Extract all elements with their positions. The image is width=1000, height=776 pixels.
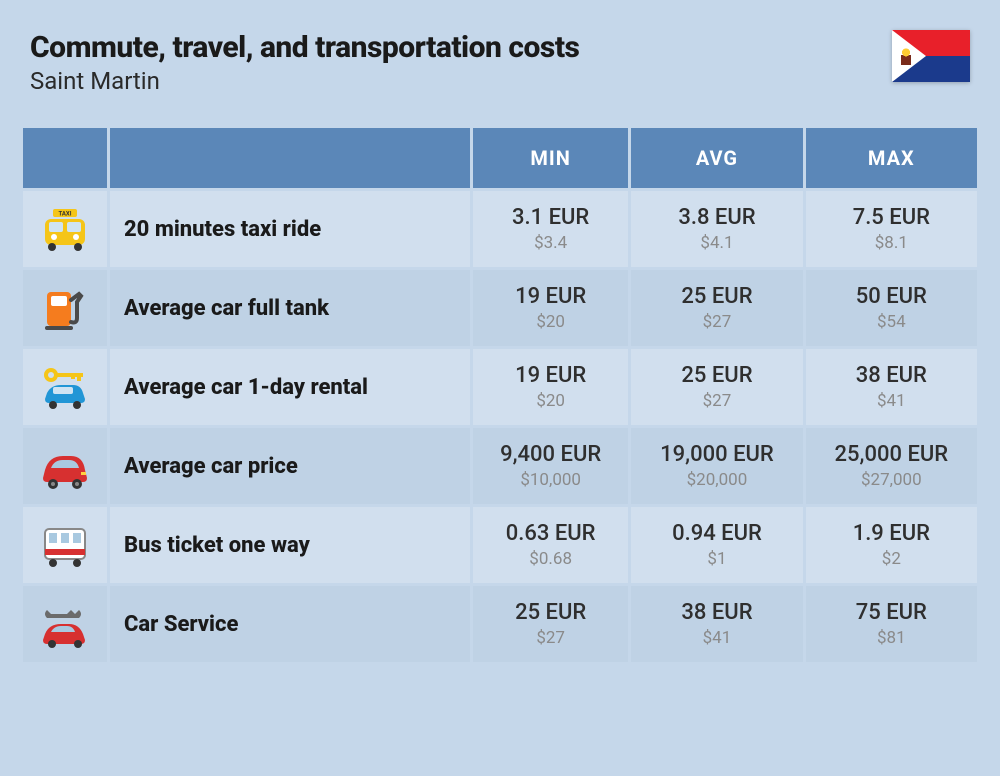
table-row: Bus ticket one way 0.63 EUR $0.68 0.94 EU… [23, 507, 977, 583]
usd-value: $27,000 [816, 470, 967, 490]
cost-table: MIN AVG MAX TAXI [20, 125, 980, 665]
cell-avg: 3.8 EUR $4.1 [631, 191, 802, 267]
cell-max: 75 EUR $81 [806, 586, 977, 662]
bus-icon [37, 521, 93, 569]
eur-value: 25 EUR [483, 600, 618, 625]
cell-icon: TAXI [23, 191, 107, 267]
cell-avg: 38 EUR $41 [631, 586, 802, 662]
cell-max: 25,000 EUR $27,000 [806, 428, 977, 504]
country-flag-icon [892, 30, 970, 82]
cell-avg: 25 EUR $27 [631, 270, 802, 346]
eur-value: 0.63 EUR [483, 521, 618, 546]
cell-min: 9,400 EUR $10,000 [473, 428, 628, 504]
cell-max: 38 EUR $41 [806, 349, 977, 425]
usd-value: $20 [483, 312, 618, 332]
col-avg: AVG [631, 128, 802, 188]
cell-avg: 0.94 EUR $1 [631, 507, 802, 583]
eur-value: 7.5 EUR [816, 205, 967, 230]
svg-text:TAXI: TAXI [59, 211, 72, 218]
col-min: MIN [473, 128, 628, 188]
service-icon [37, 600, 93, 648]
table-row: TAXI 20 minutes taxi ride 3.1 EUR $3.4 3.… [23, 191, 977, 267]
cell-min: 19 EUR $20 [473, 349, 628, 425]
cell-icon [23, 586, 107, 662]
table-row: Car Service 25 EUR $27 38 EUR $41 75 EUR $8… [23, 586, 977, 662]
cell-label: Average car price [110, 428, 470, 504]
cell-label: 20 minutes taxi ride [110, 191, 470, 267]
cell-max: 1.9 EUR $2 [806, 507, 977, 583]
usd-value: $20,000 [641, 470, 792, 490]
eur-value: 50 EUR [816, 284, 967, 309]
cell-icon [23, 507, 107, 583]
usd-value: $10,000 [483, 470, 618, 490]
usd-value: $1 [641, 549, 792, 569]
eur-value: 25,000 EUR [816, 442, 967, 467]
usd-value: $2 [816, 549, 967, 569]
eur-value: 19 EUR [483, 363, 618, 388]
header-left: Commute, travel, and transportation cost… [30, 30, 579, 95]
page-subtitle: Saint Martin [30, 67, 579, 95]
col-icon [23, 128, 107, 188]
usd-value: $20 [483, 391, 618, 411]
eur-value: 25 EUR [641, 284, 792, 309]
cell-label: Bus ticket one way [110, 507, 470, 583]
usd-value: $41 [816, 391, 967, 411]
table-row: Average car 1-day rental 19 EUR $20 25 EU… [23, 349, 977, 425]
eur-value: 75 EUR [816, 600, 967, 625]
cell-max: 50 EUR $54 [806, 270, 977, 346]
cell-icon [23, 270, 107, 346]
page-title: Commute, travel, and transportation cost… [30, 30, 579, 65]
taxi-icon: TAXI [37, 205, 93, 253]
table-row: Average car price 9,400 EUR $10,000 19,00… [23, 428, 977, 504]
usd-value: $0.68 [483, 549, 618, 569]
cell-max: 7.5 EUR $8.1 [806, 191, 977, 267]
cell-label: Average car 1-day rental [110, 349, 470, 425]
eur-value: 3.8 EUR [641, 205, 792, 230]
usd-value: $3.4 [483, 233, 618, 253]
col-max: MAX [806, 128, 977, 188]
cell-min: 25 EUR $27 [473, 586, 628, 662]
eur-value: 0.94 EUR [641, 521, 792, 546]
cell-icon [23, 349, 107, 425]
usd-value: $54 [816, 312, 967, 332]
rental-icon [37, 363, 93, 411]
eur-value: 19,000 EUR [641, 442, 792, 467]
cell-min: 19 EUR $20 [473, 270, 628, 346]
usd-value: $41 [641, 628, 792, 648]
usd-value: $27 [641, 312, 792, 332]
usd-value: $27 [483, 628, 618, 648]
cell-avg: 19,000 EUR $20,000 [631, 428, 802, 504]
cell-label: Average car full tank [110, 270, 470, 346]
table-row: Average car full tank 19 EUR $20 25 EUR $2… [23, 270, 977, 346]
header: Commute, travel, and transportation cost… [20, 30, 980, 125]
usd-value: $8.1 [816, 233, 967, 253]
eur-value: 25 EUR [641, 363, 792, 388]
col-label [110, 128, 470, 188]
cell-avg: 25 EUR $27 [631, 349, 802, 425]
eur-value: 38 EUR [641, 600, 792, 625]
usd-value: $4.1 [641, 233, 792, 253]
fuel-icon [37, 284, 93, 332]
usd-value: $81 [816, 628, 967, 648]
table-header-row: MIN AVG MAX [23, 128, 977, 188]
usd-value: $27 [641, 391, 792, 411]
cell-icon [23, 428, 107, 504]
eur-value: 9,400 EUR [483, 442, 618, 467]
cell-label: Car Service [110, 586, 470, 662]
cell-min: 0.63 EUR $0.68 [473, 507, 628, 583]
eur-value: 38 EUR [816, 363, 967, 388]
cost-card: Commute, travel, and transportation cost… [0, 0, 1000, 685]
eur-value: 1.9 EUR [816, 521, 967, 546]
car-icon [37, 442, 93, 490]
eur-value: 19 EUR [483, 284, 618, 309]
cell-min: 3.1 EUR $3.4 [473, 191, 628, 267]
eur-value: 3.1 EUR [483, 205, 618, 230]
